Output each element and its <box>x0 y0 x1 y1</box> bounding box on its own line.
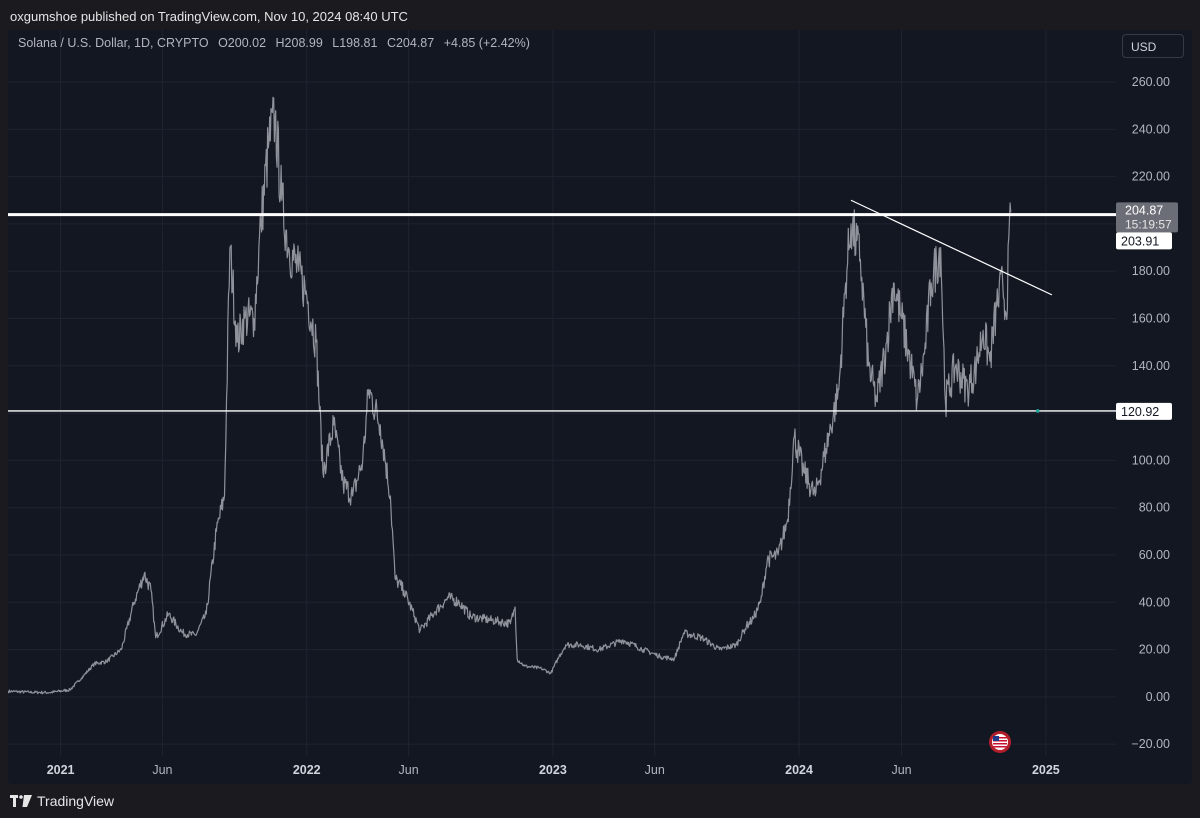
level-marker-dot <box>1036 409 1040 413</box>
price-series <box>8 97 1011 693</box>
horizontal-levels[interactable] <box>8 215 1116 413</box>
x-tick-label: Jun <box>399 763 419 777</box>
level-price-label: 203.91 <box>1121 234 1159 248</box>
y-tick-label: −20.00 <box>1131 737 1170 751</box>
tradingview-logo-icon <box>10 795 32 807</box>
close-value: C204.87 <box>387 36 434 50</box>
x-tick-label: 2025 <box>1032 763 1060 777</box>
y-tick-label: 240.00 <box>1132 122 1170 136</box>
open-value: O200.02 <box>218 36 266 50</box>
y-tick-label: 60.00 <box>1139 548 1170 562</box>
x-tick-label: Jun <box>891 763 911 777</box>
x-tick-label: Jun <box>152 763 172 777</box>
x-tick-label: 2021 <box>47 763 75 777</box>
y-tick-label: 0.00 <box>1146 690 1170 704</box>
level-price-label: 120.92 <box>1121 405 1159 419</box>
y-tick-label: 220.00 <box>1132 170 1170 184</box>
last-price-value: 204.87 <box>1125 203 1163 217</box>
chart-frame[interactable]: 260.00240.00220.00200.00180.00160.00140.… <box>8 30 1192 784</box>
us-flag-icon[interactable] <box>989 731 1011 753</box>
high-value: H208.99 <box>276 36 323 50</box>
flag-stripe <box>993 743 1007 745</box>
y-tick-label: 180.00 <box>1132 264 1170 278</box>
x-tick-label: 2023 <box>539 763 567 777</box>
tradingview-footer[interactable]: TradingView <box>10 792 114 810</box>
flag-stripe <box>993 746 1007 748</box>
x-tick-label: 2024 <box>785 763 813 777</box>
y-tick-label: 80.00 <box>1139 501 1170 515</box>
time-axis[interactable]: 2021 Jun 2022 Jun 2023 Jun 2024 Jun 2025 <box>47 763 1060 777</box>
y-tick-label: 160.00 <box>1132 312 1170 326</box>
low-value: L198.81 <box>332 36 377 50</box>
symbol-name[interactable]: Solana / U.S. Dollar, 1D, CRYPTO <box>18 36 209 50</box>
x-tick-label: 2022 <box>293 763 321 777</box>
y-tick-label: 100.00 <box>1132 453 1170 467</box>
y-tick-label: 40.00 <box>1139 595 1170 609</box>
y-tick-label: 140.00 <box>1132 359 1170 373</box>
currency-button[interactable]: USD <box>1122 34 1184 58</box>
candle-countdown: 15:19:57 <box>1125 217 1172 231</box>
y-tick-label: 20.00 <box>1139 643 1170 657</box>
footer-brand: TradingView <box>37 793 114 809</box>
publish-header: oxgumshoe published on TradingView.com, … <box>0 0 1200 32</box>
y-tick-label: 260.00 <box>1132 75 1170 89</box>
x-tick-label: Jun <box>645 763 665 777</box>
symbol-legend[interactable]: Solana / U.S. Dollar, 1D, CRYPTO O200.02… <box>18 36 530 50</box>
price-chart[interactable]: 260.00240.00220.00200.00180.00160.00140.… <box>8 30 1192 784</box>
flag-canton <box>993 736 999 741</box>
price-line <box>8 97 1011 693</box>
change-value: +4.85 (+2.42%) <box>444 36 530 50</box>
publish-info: oxgumshoe published on TradingView.com, … <box>10 9 408 24</box>
